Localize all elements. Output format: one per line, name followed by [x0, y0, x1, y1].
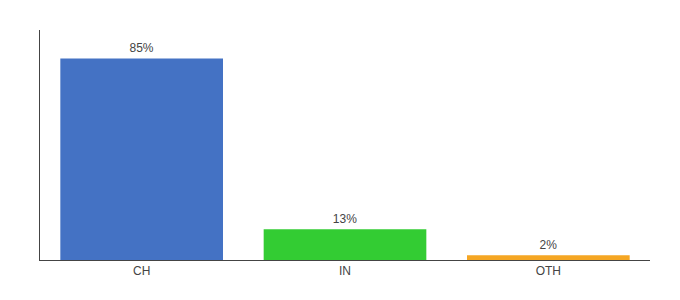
- svg-text:CH: CH: [133, 264, 150, 278]
- svg-text:OTH: OTH: [536, 264, 561, 278]
- svg-text:2%: 2%: [539, 238, 557, 252]
- svg-text:13%: 13%: [333, 212, 357, 226]
- svg-text:IN: IN: [339, 264, 351, 278]
- svg-text:85%: 85%: [129, 41, 153, 55]
